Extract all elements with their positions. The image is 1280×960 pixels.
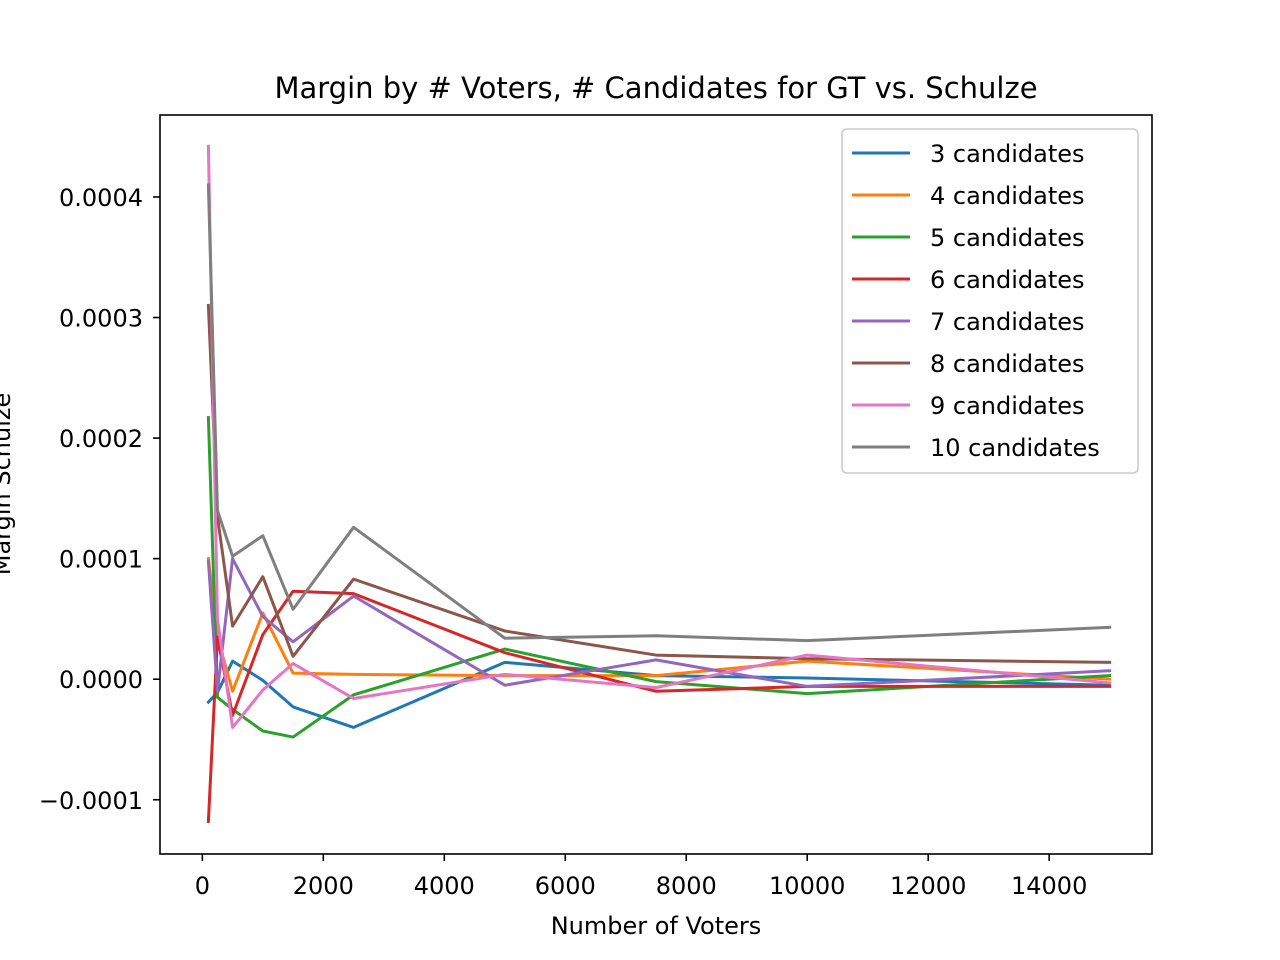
y-tick-label: −0.0001 <box>39 787 143 815</box>
y-axis-title: Margin Schulze <box>0 393 16 575</box>
axes-frame <box>159 114 1153 855</box>
legend-label: 9 candidates <box>930 392 1085 420</box>
x-tick-label: 12000 <box>890 872 966 900</box>
x-tick-label: 14000 <box>1011 872 1087 900</box>
y-tick-label: 0.0002 <box>59 425 143 453</box>
legend-label: 5 candidates <box>930 224 1085 252</box>
legend-label: 7 candidates <box>930 308 1085 336</box>
legend-label: 8 candidates <box>930 350 1085 378</box>
x-tick-label: 10000 <box>769 872 845 900</box>
series-line-8-candidates <box>206 303 1112 664</box>
y-tick-label: 0.0001 <box>59 546 143 574</box>
y-tick-label: 0.0004 <box>59 184 143 212</box>
legend-label: 6 candidates <box>930 266 1085 294</box>
plot-area <box>206 144 1112 824</box>
x-tick-label: 0 <box>195 872 210 900</box>
y-tick-label: 0.0003 <box>59 305 143 333</box>
chart-title: Margin by # Voters, # Candidates for GT … <box>274 71 1037 105</box>
x-tick-label: 4000 <box>414 872 475 900</box>
x-axis-title: Number of Voters <box>551 912 762 940</box>
x-tick-label: 8000 <box>656 872 717 900</box>
legend-label: 10 candidates <box>930 434 1100 462</box>
axes: 0 2000 4000 6000 8000 10000 12000 14000 −0.0001 0… <box>39 114 1153 900</box>
legend-label: 4 candidates <box>930 182 1085 210</box>
series-line-10-candidates <box>206 183 1112 643</box>
series-line-9-candidates <box>206 144 1112 729</box>
series-lines <box>206 144 1112 824</box>
y-tick-label: 0.0000 <box>59 666 143 694</box>
x-tick-label: 6000 <box>535 872 596 900</box>
legend-box <box>841 128 1139 474</box>
x-tick-label: 2000 <box>293 872 354 900</box>
legend-label: 3 candidates <box>930 140 1085 168</box>
legend: 3 candidates 4 candidates 5 candidates 6 ca… <box>841 128 1139 474</box>
